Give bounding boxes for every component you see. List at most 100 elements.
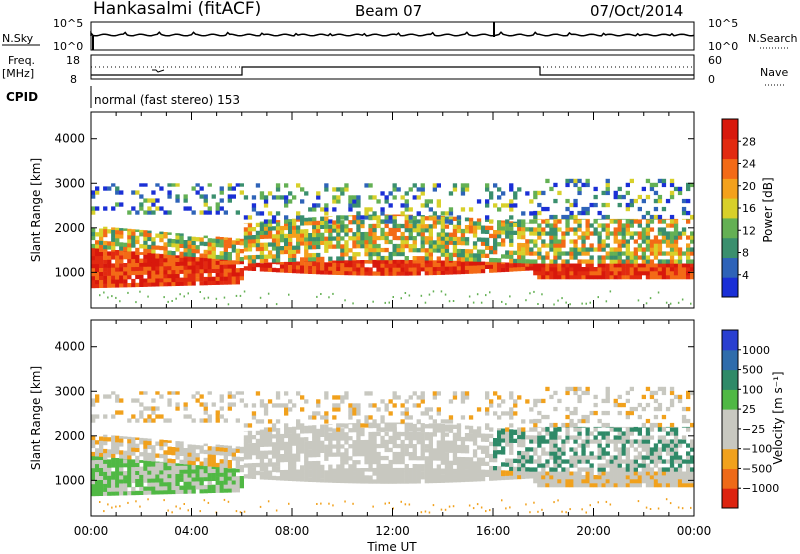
heatmap-cell bbox=[119, 255, 124, 260]
heatmap-cell bbox=[135, 251, 140, 255]
heatmap-cell bbox=[553, 390, 558, 396]
heatmap-cell bbox=[565, 214, 570, 220]
heatmap-cell bbox=[569, 239, 574, 244]
heatmap-cell bbox=[645, 467, 651, 472]
heatmap-cell bbox=[364, 260, 369, 264]
heatmap-cell bbox=[669, 386, 675, 392]
heatmap-cell bbox=[324, 444, 329, 449]
heatmap-cell bbox=[119, 458, 124, 460]
heatmap-cell bbox=[629, 231, 634, 236]
heatmap-cell bbox=[392, 243, 397, 249]
heatmap-cell bbox=[657, 447, 663, 452]
heatmap-cell bbox=[669, 451, 675, 456]
heatmap-cell bbox=[452, 252, 458, 258]
heatmap-cell bbox=[328, 236, 333, 241]
heatmap-cell bbox=[424, 471, 429, 476]
noise-panel: N.Sky 10^5 10^0 10^5 10^0 N.Search bbox=[2, 17, 798, 53]
heatmap-cell bbox=[175, 455, 180, 460]
heatmap-cell bbox=[127, 275, 132, 280]
heatmap-cell bbox=[517, 258, 522, 264]
heatmap-cell bbox=[344, 391, 349, 396]
heatmap-cell bbox=[653, 255, 659, 260]
heatmap-cell bbox=[119, 242, 124, 247]
heatmap-cell bbox=[460, 236, 466, 242]
heatmap-cell bbox=[107, 263, 112, 268]
heatmap-cell bbox=[316, 411, 321, 416]
heatmap-cell bbox=[324, 456, 329, 461]
heatmap-cell bbox=[569, 202, 574, 208]
heatmap-cell bbox=[493, 250, 498, 255]
heatmap-cell bbox=[645, 247, 651, 252]
heatmap-cell bbox=[332, 470, 337, 475]
heatmap-cell bbox=[183, 414, 188, 419]
heatmap-cell bbox=[537, 218, 542, 220]
heatmap-cell bbox=[637, 439, 642, 444]
heatmap-cell bbox=[633, 231, 638, 236]
heatmap-cell bbox=[115, 394, 120, 399]
heatmap-cell bbox=[183, 448, 188, 453]
heatmap-cell bbox=[155, 245, 160, 250]
heatmap-cell bbox=[356, 448, 361, 453]
heatmap-cell bbox=[219, 243, 224, 248]
heatmap-cell bbox=[581, 235, 586, 240]
heatmap-cell bbox=[505, 462, 510, 467]
heatmap-cell bbox=[633, 259, 638, 264]
heatmap-cell bbox=[103, 251, 108, 256]
heatmap-cell bbox=[521, 251, 526, 256]
heatmap-cell bbox=[239, 398, 244, 403]
heatmap-cell bbox=[609, 471, 614, 476]
heatmap-cell bbox=[472, 473, 478, 478]
scatter-speck bbox=[533, 501, 535, 504]
heatmap-cell bbox=[151, 282, 156, 287]
heatmap-cell bbox=[641, 426, 646, 428]
heatmap-cell bbox=[267, 471, 273, 476]
heatmap-cell bbox=[497, 262, 502, 265]
heatmap-cell bbox=[521, 459, 526, 464]
heatmap-cell bbox=[187, 452, 192, 457]
heatmap-cell bbox=[525, 435, 530, 440]
scatter-speck bbox=[569, 303, 571, 306]
colorbar-swatch bbox=[722, 119, 738, 140]
heatmap-cell bbox=[368, 475, 373, 480]
heatmap-cell bbox=[380, 427, 385, 432]
heatmap-cell bbox=[175, 239, 180, 244]
heatmap-cell bbox=[537, 263, 542, 268]
heatmap-cell bbox=[131, 251, 136, 256]
heatmap-cell bbox=[171, 243, 176, 248]
heatmap-cell bbox=[545, 263, 550, 268]
heatmap-cell bbox=[505, 434, 510, 439]
heatmap-cell bbox=[444, 252, 450, 257]
heatmap-cell bbox=[103, 448, 108, 454]
heatmap-cell bbox=[360, 215, 365, 220]
heatmap-cell bbox=[645, 223, 651, 228]
heatmap-cell bbox=[686, 471, 691, 476]
heatmap-cell bbox=[400, 447, 405, 453]
heatmap-cell bbox=[175, 183, 180, 187]
heatmap-cell bbox=[316, 252, 321, 258]
heatmap-cell bbox=[235, 460, 240, 465]
heatmap-cell bbox=[348, 428, 353, 433]
heatmap-cell bbox=[424, 228, 429, 233]
heatmap-cell bbox=[103, 436, 108, 442]
nave-label: Nave bbox=[760, 66, 788, 79]
heatmap-cell bbox=[135, 266, 140, 271]
heatmap-cell bbox=[288, 225, 293, 230]
heatmap-cell bbox=[541, 243, 546, 248]
heatmap-cell bbox=[460, 249, 466, 254]
heatmap-cell bbox=[513, 430, 518, 435]
heatmap-cell bbox=[625, 218, 630, 220]
heatmap-cell bbox=[629, 467, 634, 472]
heatmap-cell bbox=[690, 447, 695, 452]
heatmap-cell bbox=[103, 491, 108, 496]
heatmap-cell bbox=[541, 435, 546, 440]
heatmap-cell bbox=[569, 426, 574, 428]
heatmap-cell bbox=[219, 186, 224, 191]
heatmap-cell bbox=[263, 434, 269, 439]
heatmap-cell bbox=[139, 410, 144, 415]
heatmap-cell bbox=[99, 475, 104, 480]
heatmap-cell bbox=[263, 242, 269, 247]
heatmap-cell bbox=[279, 195, 285, 200]
heatmap-cell bbox=[577, 190, 582, 196]
heatmap-cell bbox=[99, 240, 104, 245]
heatmap-cell bbox=[597, 218, 602, 220]
